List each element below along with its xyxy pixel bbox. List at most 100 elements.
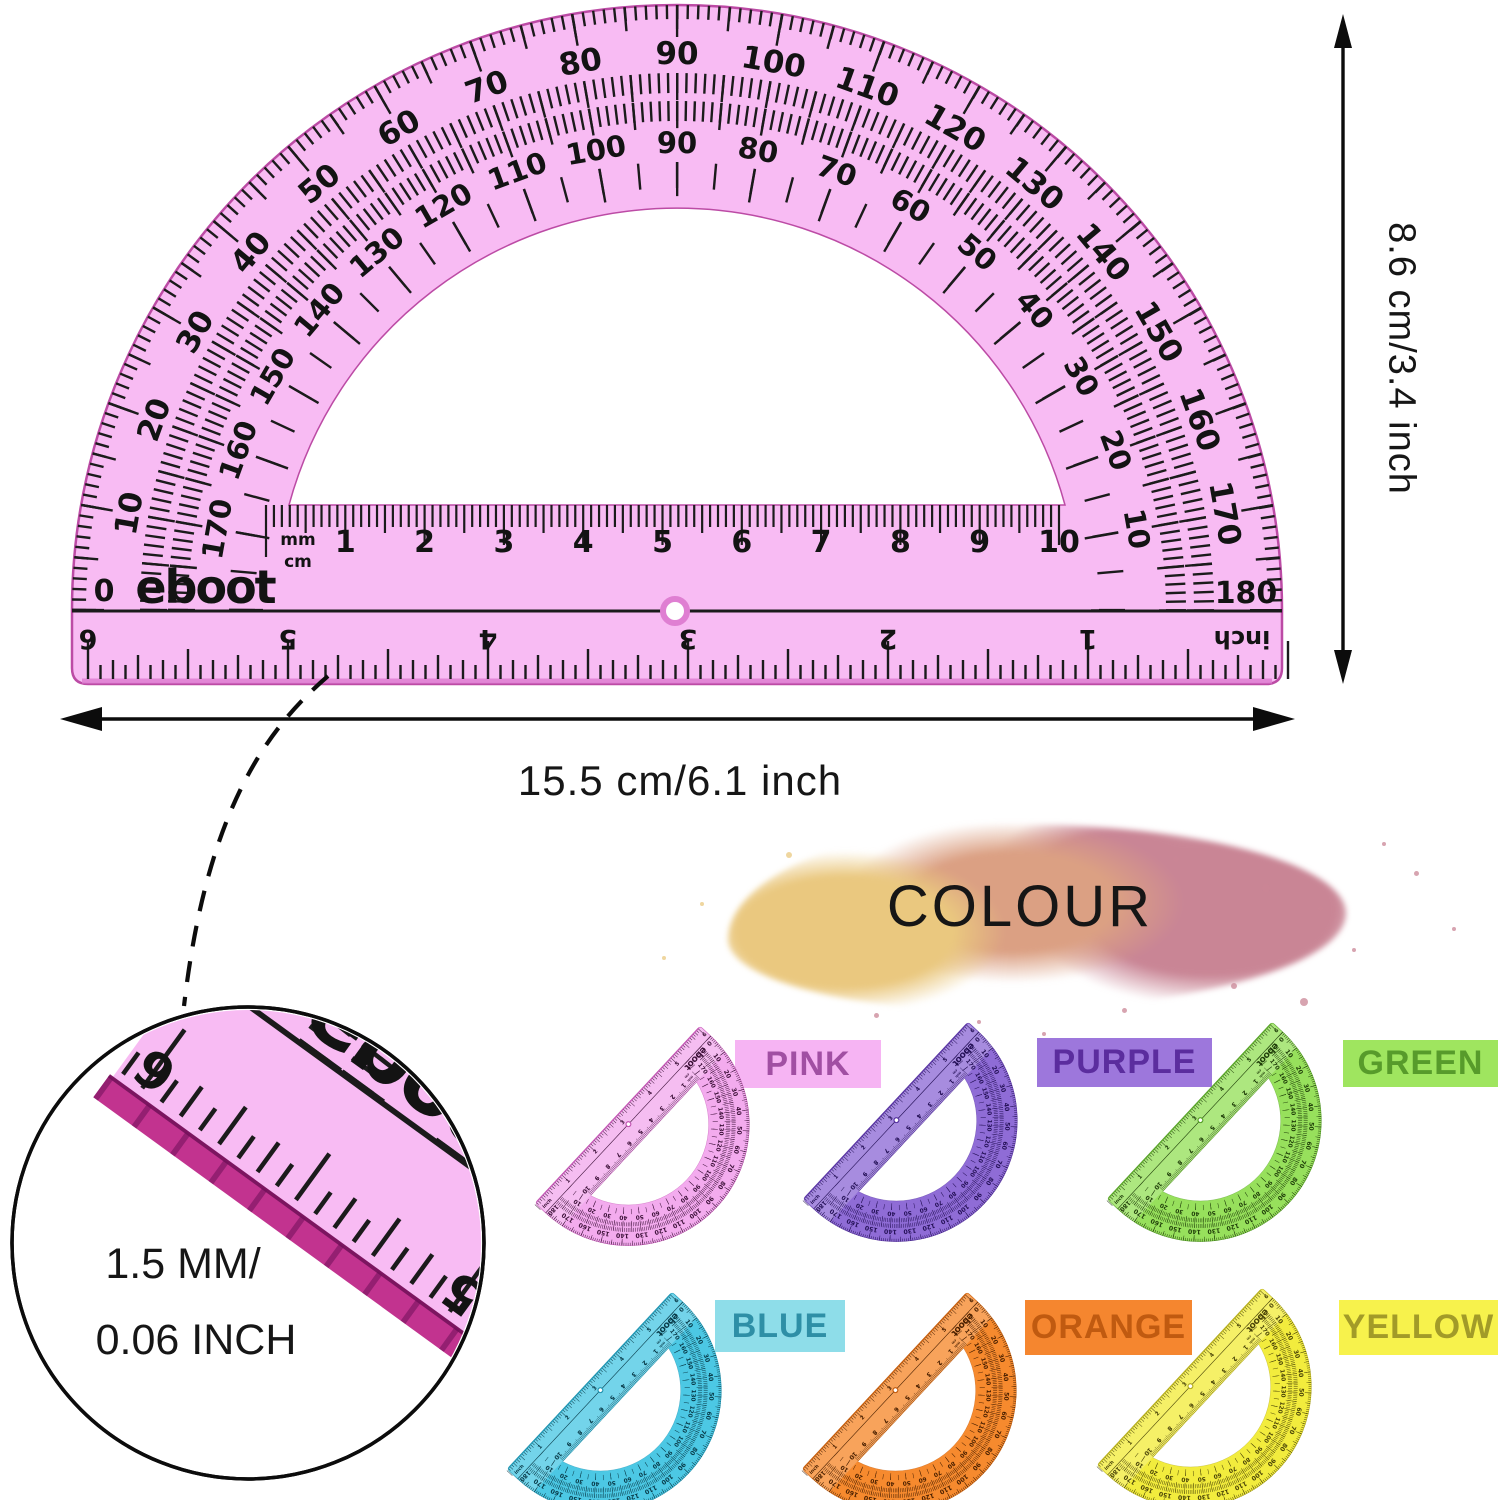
svg-text:90: 90	[971, 1191, 982, 1203]
svg-text:180: 180	[813, 1469, 827, 1483]
svg-text:3: 3	[887, 1385, 894, 1392]
svg-text:3: 3	[888, 1115, 895, 1122]
svg-text:10: 10	[552, 1450, 563, 1461]
svg-text:3: 3	[1230, 1100, 1238, 1108]
svg-text:30: 30	[575, 1477, 584, 1485]
svg-text:70: 70	[932, 1468, 942, 1477]
svg-text:2: 2	[859, 1414, 866, 1421]
svg-text:50: 50	[707, 1392, 714, 1402]
svg-text:120: 120	[982, 1135, 991, 1148]
svg-text:8: 8	[575, 1428, 583, 1436]
svg-text:5: 5	[431, 1258, 495, 1328]
svg-text:60: 60	[919, 1205, 928, 1213]
dimension-arrows	[60, 14, 1352, 731]
svg-text:9: 9	[565, 1440, 573, 1448]
svg-text:90: 90	[1253, 1445, 1263, 1455]
svg-text:100: 100	[700, 1168, 712, 1181]
svg-text:150: 150	[1168, 1223, 1183, 1233]
svg-text:80: 80	[651, 1460, 661, 1470]
svg-text:1: 1	[679, 1081, 687, 1089]
svg-text:4: 4	[619, 1382, 627, 1390]
width-dimension-label: 15.5 cm/6.1 inch	[517, 757, 843, 804]
svg-text:60: 60	[371, 102, 426, 155]
svg-text:5: 5	[941, 1327, 948, 1334]
svg-text:3: 3	[1182, 1381, 1189, 1388]
svg-text:5: 5	[1208, 1123, 1216, 1131]
splatter-dot	[1173, 856, 1179, 862]
splatter-dot	[1382, 842, 1386, 846]
svg-text:130: 130	[902, 1226, 916, 1235]
svg-text:7: 7	[811, 525, 832, 560]
splatter-dot	[1262, 884, 1270, 892]
svg-text:5: 5	[1198, 1389, 1206, 1397]
callout-zoomed-corner: 0eboot1020170160654123mmcm	[93, 1010, 724, 1476]
svg-text:7: 7	[614, 1151, 622, 1159]
svg-text:2: 2	[668, 1093, 676, 1101]
svg-text:120: 120	[920, 1491, 935, 1500]
arrowhead-right	[1253, 707, 1295, 731]
svg-text:8: 8	[871, 1158, 879, 1166]
svg-text:100: 100	[968, 1164, 980, 1177]
svg-text:100: 100	[954, 1472, 969, 1486]
svg-text:150: 150	[1284, 1087, 1293, 1100]
svg-text:50: 50	[1002, 1392, 1009, 1402]
svg-text:eboot: eboot	[135, 560, 275, 614]
svg-text:1: 1	[653, 1129, 724, 1206]
svg-text:6: 6	[969, 1297, 976, 1304]
svg-text:20: 20	[990, 1065, 1000, 1076]
thickness-label-line2: 0.06 INCH	[95, 1316, 297, 1364]
svg-text:2: 2	[1154, 1410, 1161, 1417]
svg-text:7: 7	[881, 1417, 889, 1425]
svg-text:4: 4	[914, 1356, 921, 1363]
svg-text:120: 120	[625, 1491, 640, 1500]
svg-text:110: 110	[976, 1150, 986, 1163]
svg-text:5: 5	[903, 1393, 911, 1401]
svg-text:10: 10	[1283, 1048, 1294, 1060]
svg-text:20: 20	[855, 1201, 865, 1210]
svg-text:5: 5	[636, 1127, 644, 1135]
svg-text:4: 4	[1219, 1112, 1227, 1120]
svg-text:4: 4	[647, 1090, 654, 1097]
svg-text:7: 7	[1186, 1147, 1194, 1155]
svg-text:6: 6	[1274, 1027, 1281, 1034]
svg-text:5: 5	[1236, 1323, 1243, 1330]
svg-text:mm: mm	[280, 530, 315, 550]
svg-text:140: 140	[984, 1103, 991, 1116]
svg-text:170: 170	[1122, 1473, 1137, 1486]
svg-text:40: 40	[1181, 1476, 1189, 1482]
svg-text:110: 110	[1233, 1479, 1248, 1491]
svg-text:20: 20	[559, 1471, 569, 1480]
svg-text:cm: cm	[284, 552, 312, 572]
svg-text:3: 3	[592, 1385, 599, 1392]
svg-text:20: 20	[130, 393, 179, 446]
svg-text:1: 1	[1241, 1343, 1249, 1351]
thickness-label-line1: 1.5 MM/	[105, 1240, 261, 1288]
svg-text:40: 40	[734, 1106, 742, 1116]
svg-text:60: 60	[651, 1209, 660, 1217]
svg-text:5: 5	[646, 1327, 653, 1334]
svg-text:10: 10	[711, 1052, 722, 1064]
svg-text:10: 10	[847, 1450, 858, 1461]
splatter-dot	[1122, 1008, 1127, 1013]
svg-text:mm: mm	[1248, 1337, 1256, 1345]
svg-text:20: 20	[854, 1471, 864, 1480]
svg-text:10: 10	[1142, 1446, 1153, 1457]
svg-text:1: 1	[335, 525, 356, 560]
svg-text:inch: inch	[513, 1463, 526, 1476]
svg-text:eboot: eboot	[653, 1310, 681, 1339]
svg-text:1: 1	[537, 1444, 544, 1451]
watercolor-splash	[728, 824, 1346, 1010]
svg-text:60: 60	[885, 181, 937, 231]
svg-text:5: 5	[942, 1057, 949, 1064]
splatter-dot	[1318, 906, 1323, 911]
svg-text:50: 50	[903, 1209, 912, 1216]
splatter-dot	[1452, 927, 1456, 931]
svg-text:170: 170	[963, 1328, 975, 1341]
badge-green: GREEN	[1343, 1040, 1498, 1087]
svg-text:80: 80	[1277, 1441, 1288, 1453]
leader-dashed-line	[181, 674, 330, 1007]
svg-text:150: 150	[980, 1087, 989, 1100]
svg-text:5: 5	[279, 623, 298, 654]
svg-text:70: 70	[1287, 1425, 1297, 1436]
svg-text:8: 8	[603, 1162, 611, 1170]
